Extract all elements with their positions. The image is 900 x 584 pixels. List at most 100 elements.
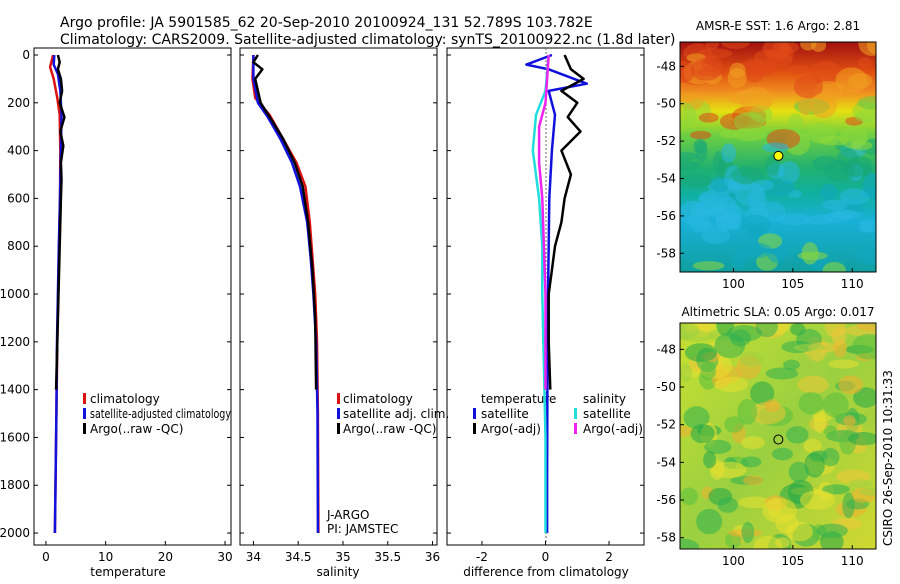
heatmap-cell (703, 451, 716, 469)
heatmap-cell (786, 426, 809, 444)
map-y-tick-label: -50 (656, 380, 676, 394)
sla-map-frame (679, 322, 877, 550)
legend-swatch-temp-argo (473, 423, 476, 434)
heatmap-cell (848, 479, 874, 488)
heatmap-cell (798, 392, 824, 415)
heatmap-cell (717, 497, 738, 513)
heatmap-cell (693, 138, 707, 154)
heatmap-cell (698, 189, 731, 205)
heatmap-cell (741, 436, 765, 450)
heatmap-cell (788, 64, 812, 75)
map-x-tick-label: 105 (781, 277, 804, 291)
map-x-tick-label: 105 (781, 554, 804, 568)
figure-title-line-1: Argo profile: JA 5901585_62 20-Sep-2010 … (60, 15, 593, 31)
heatmap-cell (739, 214, 771, 234)
heatmap-cell (680, 160, 701, 171)
heatmap-cell (739, 242, 773, 259)
heatmap-cell (726, 325, 762, 342)
salinity-xlabel: salinity (316, 565, 359, 579)
legend-swatch-argo (337, 423, 340, 434)
heatmap-cell (848, 432, 876, 446)
heatmap-cell (748, 60, 776, 77)
sla-heatmap (680, 323, 876, 549)
sst-map-frame (679, 41, 877, 273)
legend-swatch-climatology (337, 393, 340, 404)
legend-header-salinity: salinity (583, 392, 626, 406)
y-tick-label: 0 (22, 48, 30, 62)
map-y-tick-label: -48 (656, 59, 676, 73)
heatmap-cell (680, 487, 698, 506)
legend-label-temp-satellite: satellite (481, 407, 529, 421)
map-y-tick-label: -58 (656, 246, 676, 260)
heatmap-cell (862, 172, 876, 198)
heatmap-cell (696, 508, 723, 535)
legend-header-temperature: temperature (481, 392, 556, 406)
heatmap-cell (836, 149, 859, 168)
heatmap-cell (753, 535, 783, 549)
x-tick-label: 30 (217, 550, 232, 564)
y-tick-label: 1200 (0, 335, 30, 349)
x-tick-label: 34 (246, 550, 261, 564)
salinity-legend: climatology satellite adj. clim. Argo(..… (337, 392, 449, 436)
heatmap-cell (731, 166, 764, 185)
sst-map-title: AMSR-E SST: 1.6 Argo: 2.81 (696, 19, 860, 33)
legend-swatch-argo (83, 423, 86, 434)
heatmap-cell (698, 112, 719, 123)
y-tick-label: 400 (7, 144, 30, 158)
heatmap-cell (860, 219, 876, 233)
heatmap-cell (750, 381, 775, 406)
profile-location-marker (773, 150, 784, 161)
heatmap-cell (738, 496, 772, 509)
heatmap-cell (804, 214, 834, 225)
heatmap-cell (727, 68, 747, 88)
heatmap-cell (848, 72, 873, 89)
heatmap-cell (777, 213, 811, 226)
heatmap-cell (831, 326, 847, 346)
y-tick-label: 1400 (0, 383, 30, 397)
heatmap-cell (765, 367, 799, 380)
heatmap-cell (803, 438, 822, 454)
creation-stamp: CSIRO 26-Sep-2010 10:31:33 (881, 370, 895, 546)
heatmap-cell (680, 101, 697, 128)
map-x-tick-label: 110 (841, 554, 864, 568)
heatmap-cell (741, 521, 755, 544)
heatmap-cell (793, 74, 824, 99)
heatmap-cell (821, 447, 840, 467)
x-tick-label: 35 (335, 550, 350, 564)
heatmap-cell (788, 113, 803, 130)
legend-label-satellite: satellite-adjusted climatology (90, 407, 231, 421)
heatmap-cell (822, 262, 846, 272)
x-tick-label: 34.5 (285, 550, 312, 564)
heatmap-cell (689, 130, 712, 140)
y-tick-label: 200 (7, 96, 30, 110)
series-line-salinity-satellite (531, 54, 550, 533)
heatmap-cell (739, 351, 764, 367)
legend-label-sal-satellite: satellite (583, 407, 631, 421)
heatmap-cell (849, 140, 873, 151)
salinity-panel-frame (239, 47, 438, 546)
heatmap-cell (797, 375, 829, 394)
heatmap-cell (690, 424, 715, 444)
series-line-argo (252, 54, 318, 390)
heatmap-cell (799, 490, 836, 510)
difference-xlabel: difference from climatology (463, 565, 629, 579)
x-tick-label: 20 (158, 550, 173, 564)
series-line-salinity-argo-adj- (537, 54, 550, 390)
heatmap-cell (701, 226, 731, 244)
heatmap-cell (743, 475, 764, 486)
heatmap-cell (697, 68, 726, 77)
heatmap-cell (762, 498, 797, 524)
heatmap-cell (704, 439, 732, 454)
x-tick-label: 35.5 (374, 550, 401, 564)
heatmap-cell (700, 360, 716, 381)
heatmap-cell (809, 92, 838, 119)
heatmap-cell (772, 447, 793, 461)
series-line-climatology (251, 54, 320, 534)
series-line-temperature-argo-adj- (547, 54, 585, 390)
heatmap-cell (740, 456, 762, 468)
heatmap-cell (806, 122, 836, 144)
heatmap-cell (680, 364, 693, 383)
heatmap-cell (778, 161, 800, 184)
heatmap-cell (684, 343, 718, 362)
